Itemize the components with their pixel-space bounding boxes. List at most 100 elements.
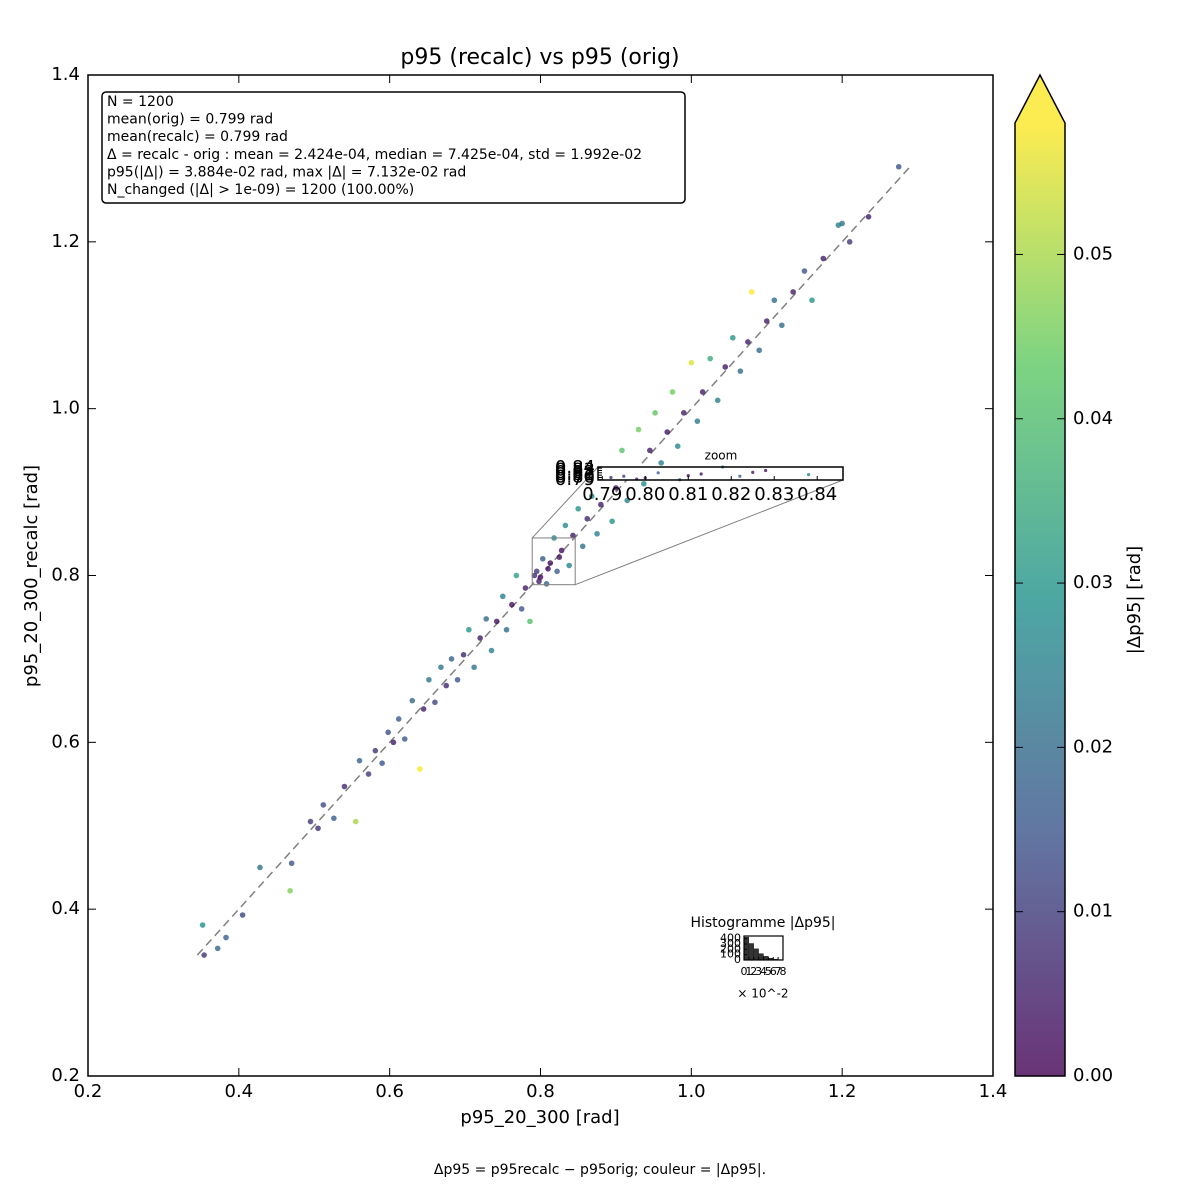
point: [807, 473, 811, 477]
point: [656, 471, 660, 475]
histogram-y-tick-label: 100: [720, 948, 741, 961]
y-tick-label: 0.8: [51, 565, 80, 586]
point: [699, 389, 706, 395]
point: [545, 566, 551, 572]
point: [895, 163, 902, 170]
zoom-x-tick-label: 0.83: [754, 484, 794, 505]
point: [609, 475, 613, 480]
point: [320, 802, 327, 808]
stats-line: mean(orig) = 0.799 rad: [107, 112, 273, 128]
zoom-x-tick-label: 0.79: [582, 484, 622, 505]
point: [372, 747, 379, 754]
stats-line: Δ = recalc - orig : mean = 2.424e-04, me…: [107, 147, 642, 163]
colorbar-outline: [1014, 73, 1066, 1077]
point: [622, 474, 626, 478]
zoom-y-tick-label: 0.81: [555, 464, 595, 485]
point: [664, 429, 670, 435]
point: [223, 934, 229, 941]
y-tick-label: 1.4: [51, 64, 80, 85]
point: [432, 699, 438, 706]
point: [239, 912, 246, 918]
stats-line: N = 1200: [107, 94, 174, 110]
point: [390, 739, 397, 746]
zoom-background: [598, 467, 843, 480]
colorbar: [1015, 123, 1065, 1076]
point: [401, 736, 408, 742]
point: [287, 888, 293, 894]
point: [409, 697, 416, 704]
histogram-x-tick-label: 4: [760, 965, 767, 978]
y-tick-label: 1.2: [51, 231, 80, 252]
zoom-y-tick-label: 0.83: [555, 459, 595, 480]
point: [641, 480, 647, 487]
stats-line: mean(recalc) = 0.799 rad: [107, 129, 288, 145]
x-tick-label: 0.4: [225, 1081, 254, 1102]
point: [699, 472, 703, 476]
colorbar-tick-label: 0.01: [1073, 901, 1113, 922]
histogram-y-tick-label: 300: [720, 937, 741, 950]
point: [619, 447, 625, 454]
point: [471, 664, 477, 671]
colorbar-tick-label: 0.03: [1073, 572, 1113, 593]
point: [379, 760, 385, 766]
point: [584, 515, 591, 522]
point: [839, 220, 845, 227]
histogram-y-tick-label: 0: [734, 953, 741, 966]
zoom-frame: [597, 466, 844, 481]
point: [365, 771, 372, 777]
zoom-x-tick-label: 0.84: [797, 484, 837, 505]
point: [201, 952, 207, 958]
histogram-x-tick-label: 3: [755, 965, 762, 978]
point: [674, 443, 681, 450]
zoom-y-tick-label: 0.82: [555, 462, 595, 483]
zoom-connector: [575, 479, 844, 586]
stats-line: p95(|Δ|) = 3.884e-02 rad, max |Δ| = 7.13…: [107, 164, 466, 180]
point: [488, 647, 495, 654]
histogram-x-tick-label: 5: [765, 965, 772, 978]
point: [307, 818, 314, 825]
point: [513, 572, 520, 579]
histogram-x-tick-label: 0: [741, 965, 748, 978]
stats-box: [101, 91, 686, 204]
point: [579, 543, 586, 550]
histogram-multiplier: × 10^-2: [737, 987, 788, 1001]
point: [730, 334, 736, 341]
point: [680, 410, 687, 416]
point: [556, 554, 563, 560]
point: [763, 318, 770, 324]
point: [257, 864, 263, 871]
point: [395, 716, 402, 722]
point: [527, 618, 533, 625]
histogram-x-tick-label: 8: [780, 965, 787, 978]
point: [694, 418, 701, 424]
point: [738, 474, 742, 478]
histogram-bar: [753, 948, 759, 961]
histogram-y-tick-label: 400: [720, 932, 741, 945]
point: [809, 297, 815, 304]
point: [454, 676, 461, 683]
point: [443, 682, 450, 689]
point: [751, 470, 755, 474]
point: [503, 626, 510, 633]
zoom-x-tick-label: 0.80: [625, 484, 665, 505]
point: [647, 447, 653, 454]
point: [356, 757, 363, 764]
point: [609, 518, 615, 525]
point: [288, 860, 295, 867]
point: [499, 593, 506, 600]
zoom-region: [531, 537, 576, 586]
point: [801, 268, 808, 274]
point: [417, 766, 423, 772]
zoom-y-tick-label: 0.80: [555, 466, 595, 487]
histogram-x-tick-label: 1: [745, 965, 752, 978]
zoom-y-tick-label: 0.79: [555, 469, 595, 490]
point: [756, 347, 763, 354]
point: [588, 493, 595, 500]
histogram-y-tick-label: 200: [720, 942, 741, 955]
identity-line: [196, 166, 911, 956]
histogram-bar: [748, 943, 754, 961]
point: [686, 473, 690, 478]
x-tick-label: 1.2: [828, 1081, 857, 1102]
point: [594, 530, 600, 537]
colorbar-tick-label: 0.04: [1073, 408, 1113, 429]
